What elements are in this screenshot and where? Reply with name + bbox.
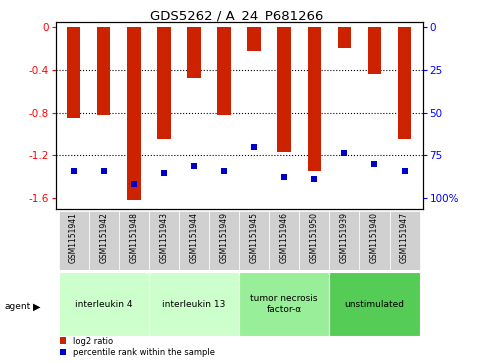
Text: GSM1151947: GSM1151947 [400, 212, 409, 263]
Bar [299, 211, 329, 270]
Bar [368, 27, 381, 74]
Text: GSM1151942: GSM1151942 [99, 212, 108, 263]
Text: GSM1151941: GSM1151941 [69, 212, 78, 263]
Bar [127, 27, 141, 200]
Point [311, 176, 318, 182]
Point [401, 168, 409, 174]
Bar [187, 27, 201, 78]
Bar [239, 272, 329, 336]
Bar [58, 211, 89, 270]
Bar [179, 211, 209, 270]
Bar [217, 27, 231, 115]
Point [370, 161, 378, 167]
Point [341, 150, 348, 155]
Bar [269, 211, 299, 270]
Text: GSM1151949: GSM1151949 [220, 212, 228, 263]
Text: interleukin 13: interleukin 13 [162, 299, 226, 309]
Bar [119, 211, 149, 270]
Bar [329, 211, 359, 270]
Point [190, 163, 198, 169]
Point [280, 174, 288, 180]
Text: GSM1151944: GSM1151944 [189, 212, 199, 263]
Point [250, 144, 258, 150]
Bar [239, 211, 269, 270]
Point [220, 168, 228, 174]
Text: agent: agent [5, 302, 31, 311]
Bar [149, 211, 179, 270]
Text: GSM1151945: GSM1151945 [250, 212, 258, 263]
Text: GSM1151948: GSM1151948 [129, 212, 138, 263]
Point [160, 170, 168, 176]
Bar [209, 211, 239, 270]
Text: unstimulated: unstimulated [344, 299, 404, 309]
Bar [89, 211, 119, 270]
Bar [308, 27, 321, 171]
Text: interleukin 4: interleukin 4 [75, 299, 132, 309]
Bar [149, 272, 239, 336]
Point [70, 168, 77, 174]
Point [130, 182, 138, 187]
Text: ▶: ▶ [32, 302, 40, 312]
Text: GSM1151950: GSM1151950 [310, 212, 319, 263]
Bar [389, 211, 420, 270]
Bar [398, 27, 412, 139]
Text: GSM1151943: GSM1151943 [159, 212, 169, 263]
Text: GDS5262 / A_24_P681266: GDS5262 / A_24_P681266 [150, 9, 323, 22]
Bar [277, 27, 291, 152]
Text: GSM1151946: GSM1151946 [280, 212, 289, 263]
Bar [58, 272, 149, 336]
Bar [97, 27, 111, 115]
Text: GSM1151939: GSM1151939 [340, 212, 349, 263]
Text: GSM1151940: GSM1151940 [370, 212, 379, 263]
Bar [247, 27, 261, 50]
Bar [338, 27, 351, 49]
Bar [329, 272, 420, 336]
Bar [359, 211, 389, 270]
Bar [157, 27, 170, 139]
Bar [67, 27, 80, 118]
Point [100, 168, 108, 174]
Text: tumor necrosis
factor-α: tumor necrosis factor-α [251, 294, 318, 314]
Legend: log2 ratio, percentile rank within the sample: log2 ratio, percentile rank within the s… [60, 337, 215, 357]
